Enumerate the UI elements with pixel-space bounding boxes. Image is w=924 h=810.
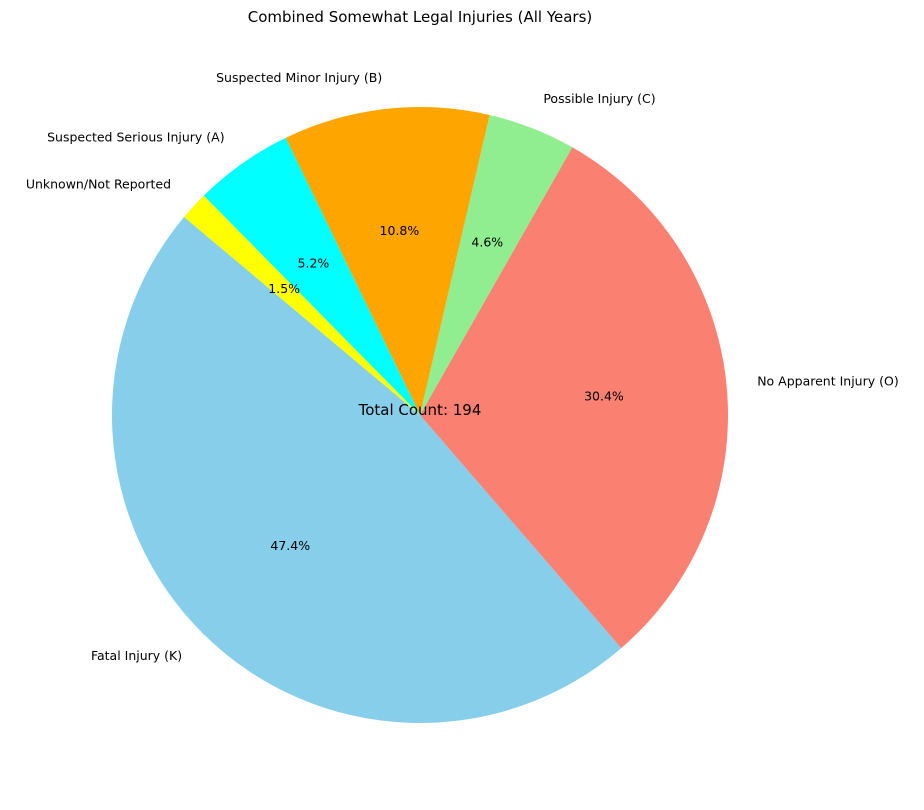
chart-title: Combined Somewhat Legal Injuries (All Ye… [248,8,593,26]
pie-slice-fatal-injury-k [111,217,622,724]
pie-slice-possible-injury-c [420,114,573,415]
pie-slice-unknown-not-reported [184,195,420,415]
pie-slice-suspected-minor-injury-b [285,106,490,415]
pct-label-suspected-serious-injury-a: 5.2% [298,256,330,271]
slice-label-possible-injury-c: Possible Injury (C) [543,91,655,106]
total-count-label: Total Count: 194 [358,401,482,419]
pct-label-unknown-not-reported: 1.5% [268,281,300,296]
pie-slice-suspected-serious-injury-a [203,137,420,415]
slice-label-fatal-injury-k: Fatal Injury (K) [91,648,182,663]
pct-label-no-apparent-injury-o: 30.4% [584,389,624,404]
slice-label-suspected-minor-injury-b: Suspected Minor Injury (B) [216,70,382,85]
slice-label-suspected-serious-injury-a: Suspected Serious Injury (A) [47,130,224,145]
pct-label-suspected-minor-injury-b: 10.8% [380,223,420,238]
pct-label-possible-injury-c: 4.6% [471,234,503,249]
slice-label-unknown-not-reported: Unknown/Not Reported [26,177,171,192]
slice-label-no-apparent-injury-o: No Apparent Injury (O) [757,374,899,389]
pct-label-fatal-injury-k: 47.4% [270,538,310,553]
pie-slice-no-apparent-injury-o [420,147,729,649]
